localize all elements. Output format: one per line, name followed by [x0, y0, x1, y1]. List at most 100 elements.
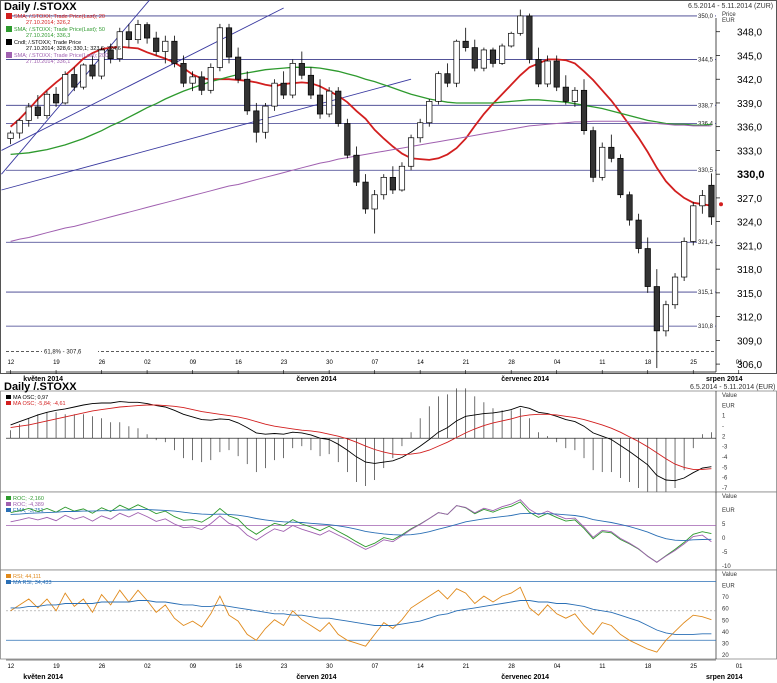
- price-level-label: 315,1: [698, 290, 714, 296]
- indicator-legend-swatch: [6, 496, 11, 500]
- indicator-line-1-0: [10, 401, 712, 482]
- indicator-date-range-1: 6.5.2014 - 5.11.2014 (EUR): [690, 384, 775, 391]
- trend-line: [1, 0, 151, 175]
- candle-body: [89, 64, 96, 77]
- price-level-label-bg: [697, 11, 715, 19]
- price-y-tick-label: 321,0: [737, 241, 762, 252]
- bottom-x-tick-label: 07: [372, 664, 379, 670]
- bottom-x-tick-label: 19: [53, 664, 60, 670]
- indicator-legend-label: ROC; -2,160: [13, 496, 44, 502]
- candle-body: [635, 219, 642, 249]
- price-level-label-bg: [697, 119, 715, 127]
- legend-swatch: [6, 39, 12, 45]
- price-y-tick-label: 324,0: [737, 218, 762, 229]
- candle-body: [580, 89, 588, 132]
- price-y-tick-label: 339,0: [737, 99, 762, 110]
- bottom-x-tick-label: 01: [736, 664, 743, 670]
- price-month-label: červenec 2014: [501, 376, 549, 383]
- bottom-x-tick-label: 09: [190, 664, 197, 670]
- candle-body: [617, 157, 624, 196]
- bottom-x-tick-label: 23: [281, 664, 288, 670]
- price-level-label: 344,5: [698, 57, 714, 63]
- candle-body: [125, 31, 132, 41]
- price-level-label: 330,5: [698, 168, 714, 174]
- price-date-range: 6.5.2014 - 5.11.2014 (ZUR): [688, 3, 773, 10]
- ma-line-1: [10, 66, 712, 156]
- legend-label: SMA; /.STOXX; Trade Price(Last); 200: [14, 53, 108, 59]
- candle-body: [316, 94, 324, 115]
- indicator-line-3-0: [10, 586, 712, 653]
- candle-body: [335, 90, 342, 124]
- legend-swatch: [6, 26, 12, 32]
- price-x-tick-label: 25: [690, 360, 697, 366]
- candle-body: [380, 176, 387, 196]
- indicator-legend-swatch: [6, 574, 11, 578]
- price-level-label-bg: [697, 101, 715, 109]
- candle-body: [562, 86, 569, 102]
- price-y-tick-label: 327,0: [737, 194, 762, 205]
- legend-value: 27.10.2014; 328,6; 330,1; 323,6; 324,6: [26, 46, 121, 52]
- price-y-tick-label: 318,0: [737, 265, 762, 276]
- price-level-label: 350,0: [698, 14, 714, 20]
- indicator-axis-label: -5: [722, 550, 728, 556]
- candle-body: [62, 74, 69, 104]
- bottom-x-tick-label: 16: [235, 664, 242, 670]
- bottom-x-tick-label: 12: [8, 664, 15, 670]
- indicator-axis-label: EUR: [722, 403, 735, 409]
- indicator-legend-swatch: [6, 502, 11, 506]
- candle-body: [671, 276, 679, 306]
- candle-body: [526, 15, 533, 60]
- price-month-label: srpen 2014: [706, 376, 743, 383]
- candle-body: [289, 63, 296, 96]
- price-level-label-bg: [697, 288, 715, 296]
- indicator-legend-label: RSI; 44,111: [13, 574, 41, 580]
- bottom-x-tick-label: 11: [599, 664, 606, 670]
- indicator-panel-frame-2: [0, 491, 777, 571]
- indicator-legend-label: MA OSC; 0,97: [13, 395, 48, 401]
- bottom-month-label: květen 2014: [23, 674, 63, 681]
- indicator-axis-label: Value: [722, 494, 738, 500]
- candle-body: [553, 60, 560, 88]
- candle-body: [499, 45, 506, 64]
- indicator-axis-label: 70: [722, 595, 729, 601]
- price-x-tick-label: 09: [190, 360, 197, 366]
- ma-line-2: [10, 120, 712, 242]
- price-x-tick-label: 26: [99, 360, 106, 366]
- candle-body: [508, 32, 515, 47]
- price-axis-unit: Price: [722, 12, 736, 18]
- price-x-tick-label: 23: [281, 360, 288, 366]
- candle-body: [371, 194, 378, 210]
- legend-value: 27.10.2014; 336,3: [26, 33, 70, 39]
- candle-body: [271, 82, 278, 107]
- price-panel-frame: [0, 0, 777, 374]
- indicator-axis-label: -3: [722, 445, 728, 451]
- candle-body: [471, 47, 478, 69]
- price-x-tick-label: 02: [144, 360, 151, 366]
- candle-body: [225, 27, 233, 58]
- candle-body: [253, 110, 260, 133]
- candle-body: [280, 82, 287, 96]
- indicator-legend-label: MA RSI; 34,433: [13, 580, 52, 586]
- indicator-line-2-0: [10, 501, 712, 563]
- price-level-label: 338,7: [698, 103, 714, 109]
- candle-body: [71, 74, 78, 88]
- candle-body: [353, 154, 360, 183]
- indicator-axis-label: 1: [722, 414, 726, 420]
- indicator-legend-swatch: [6, 580, 11, 584]
- price-x-tick-label: 16: [235, 360, 242, 366]
- price-y-tick-label: 345,0: [737, 51, 762, 62]
- price-y-tick-label: 312,0: [737, 313, 762, 324]
- candle-body: [326, 90, 333, 115]
- legend-value: 27.10.2014; 326,2: [26, 20, 70, 26]
- candle-body: [480, 49, 487, 69]
- bottom-month-label: srpen 2014: [706, 674, 743, 681]
- legend-label: SMA; /.STOXX; Trade Price(Last); 20: [14, 14, 105, 20]
- indicator-axis-label: 60: [722, 607, 729, 613]
- candle-body: [107, 49, 114, 59]
- bottom-x-tick-label: 14: [417, 664, 424, 670]
- legend-label: Cndl; /.STOXX; Trade Price: [14, 40, 81, 46]
- price-x-tick-label: 07: [372, 360, 379, 366]
- candle-body: [426, 101, 433, 124]
- indicator-line-2-2: [10, 509, 712, 542]
- candle-body: [344, 123, 351, 156]
